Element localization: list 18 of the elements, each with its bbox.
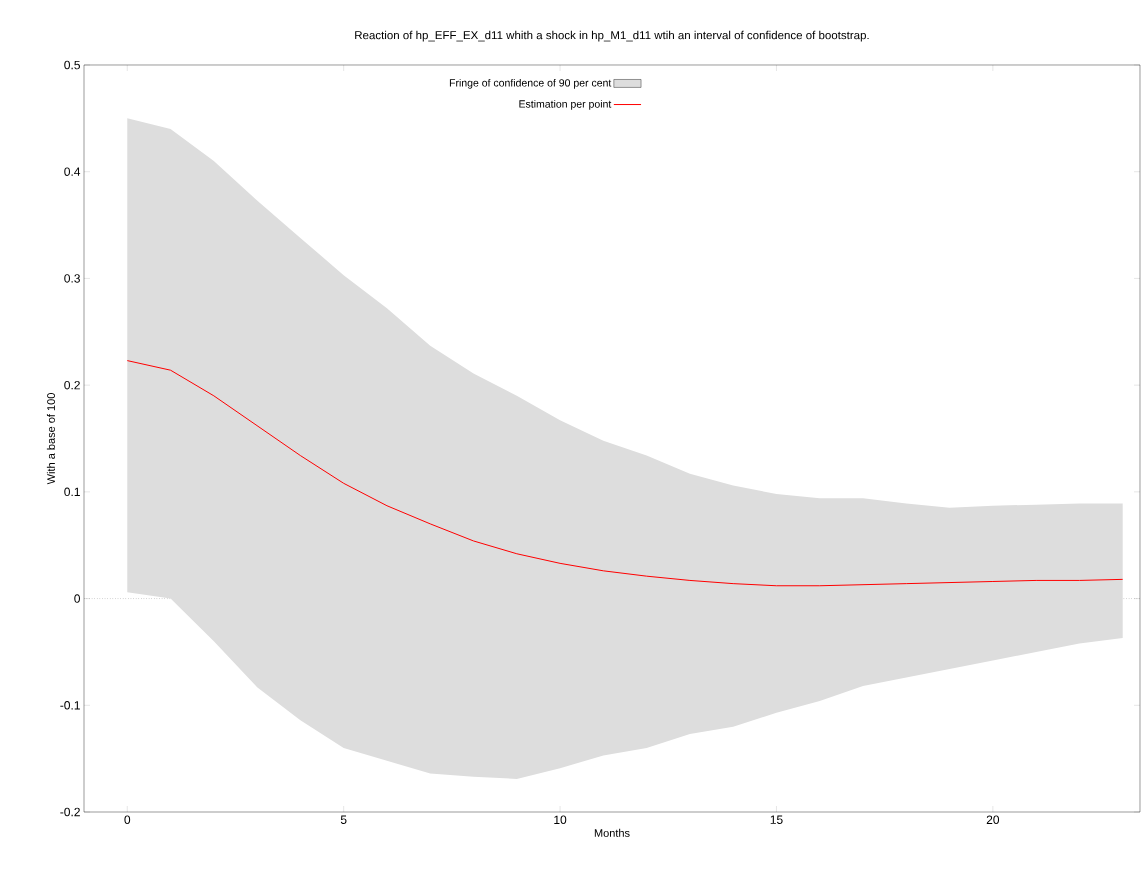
x-axis-title: Months — [594, 828, 630, 837]
y-axis-title: With a base of 100 — [46, 393, 55, 485]
x-tick-label: 0 — [124, 815, 131, 825]
y-tick-label: 0.1 — [64, 487, 80, 497]
legend-label: Estimation per point — [519, 99, 612, 110]
chart-title: Reaction of hp_EFF_EX_d11 whith a shock in hp_M1_d11 wtih an interval of confidence of bootstrap. — [355, 30, 869, 42]
y-tick-label: 0.5 — [64, 60, 80, 70]
x-tick-label: 15 — [770, 815, 783, 824]
y-tick-label: -0.2 — [60, 807, 80, 817]
legend-label: Fringe of confidence of 90 per cent — [449, 78, 612, 89]
y-tick-label: 0.4 — [64, 167, 81, 176]
y-tick-label: 0.2 — [64, 380, 80, 390]
y-tick-label: -0.1 — [60, 701, 80, 710]
x-tick-label: 20 — [986, 815, 1000, 825]
y-tick-label: 0.3 — [64, 274, 80, 283]
x-tick-label: 10 — [554, 815, 567, 825]
x-tick-label: 5 — [340, 815, 347, 824]
y-tick-label: 0 — [74, 594, 81, 603]
